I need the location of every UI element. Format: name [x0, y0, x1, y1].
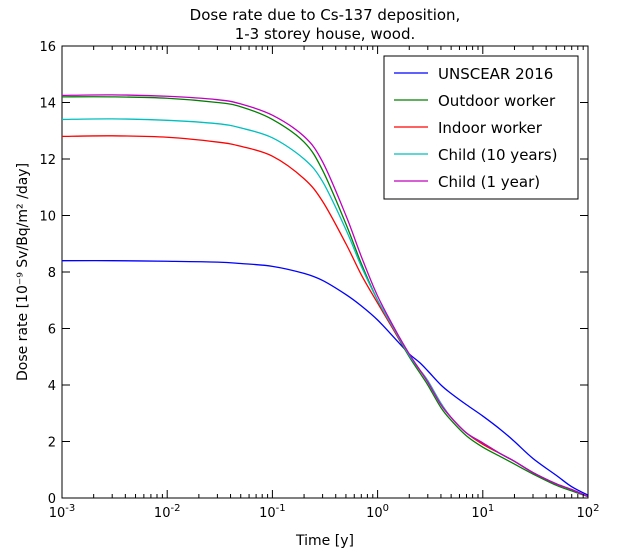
- y-tick-label: 0: [48, 492, 56, 507]
- y-tick-label: 8: [48, 266, 56, 281]
- legend: UNSCEAR 2016 Outdoor worker Indoor worker C…: [383, 55, 579, 200]
- chart-title-line-2: 1-3 storey house, wood.: [235, 25, 416, 43]
- y-tick-label: 2: [48, 436, 56, 451]
- legend-label-unscear-2016: UNSCEAR 2016: [438, 65, 553, 83]
- legend-label-child-10-years: Child (10 years): [438, 146, 557, 164]
- series-layer: [61, 94, 589, 498]
- x-tick-base: 10: [577, 506, 594, 521]
- x-tick-label: 100: [366, 503, 389, 521]
- x-tick-exponent: 2: [593, 503, 599, 514]
- y-tick-label: 6: [48, 323, 56, 338]
- legend-label-outdoor-worker: Outdoor worker: [438, 92, 556, 110]
- series-line-child-1-year: [61, 94, 589, 498]
- x-tick-base: 10: [259, 506, 276, 521]
- x-tick-label: 10-1: [259, 503, 286, 521]
- x-tick-label: 102: [577, 503, 600, 521]
- x-tick-base: 10: [154, 506, 171, 521]
- x-axis-label: Time [y]: [295, 533, 354, 549]
- y-tick-label: 16: [39, 40, 56, 55]
- x-tick-base: 10: [471, 506, 488, 521]
- x-tick-exponent: -2: [170, 503, 180, 514]
- x-tick-exponent: 0: [383, 503, 389, 514]
- chart-title-line-1: Dose rate due to Cs-137 deposition,: [190, 6, 461, 24]
- legend-label-indoor-worker: Indoor worker: [438, 119, 543, 137]
- y-tick-label: 12: [39, 153, 56, 168]
- x-tick-label: 10-2: [154, 503, 181, 521]
- y-tick-label: 4: [48, 379, 56, 394]
- x-tick-exponent: -1: [276, 503, 286, 514]
- x-tick-label: 101: [471, 503, 494, 521]
- x-tick-base: 10: [366, 506, 383, 521]
- y-tick-label: 10: [39, 210, 56, 225]
- legend-label-child-1-year: Child (1 year): [438, 173, 540, 191]
- y-tick-label: 14: [39, 97, 56, 112]
- x-tick-exponent: 1: [488, 503, 494, 514]
- x-tick-exponent: -3: [65, 503, 75, 514]
- x-tick-label: 10-3: [49, 503, 76, 521]
- series-line-outdoor-worker: [61, 96, 589, 498]
- x-tick-base: 10: [49, 506, 66, 521]
- y-axis-label: Dose rate [10⁻⁹ Sv/Bq/m² /day]: [15, 163, 31, 381]
